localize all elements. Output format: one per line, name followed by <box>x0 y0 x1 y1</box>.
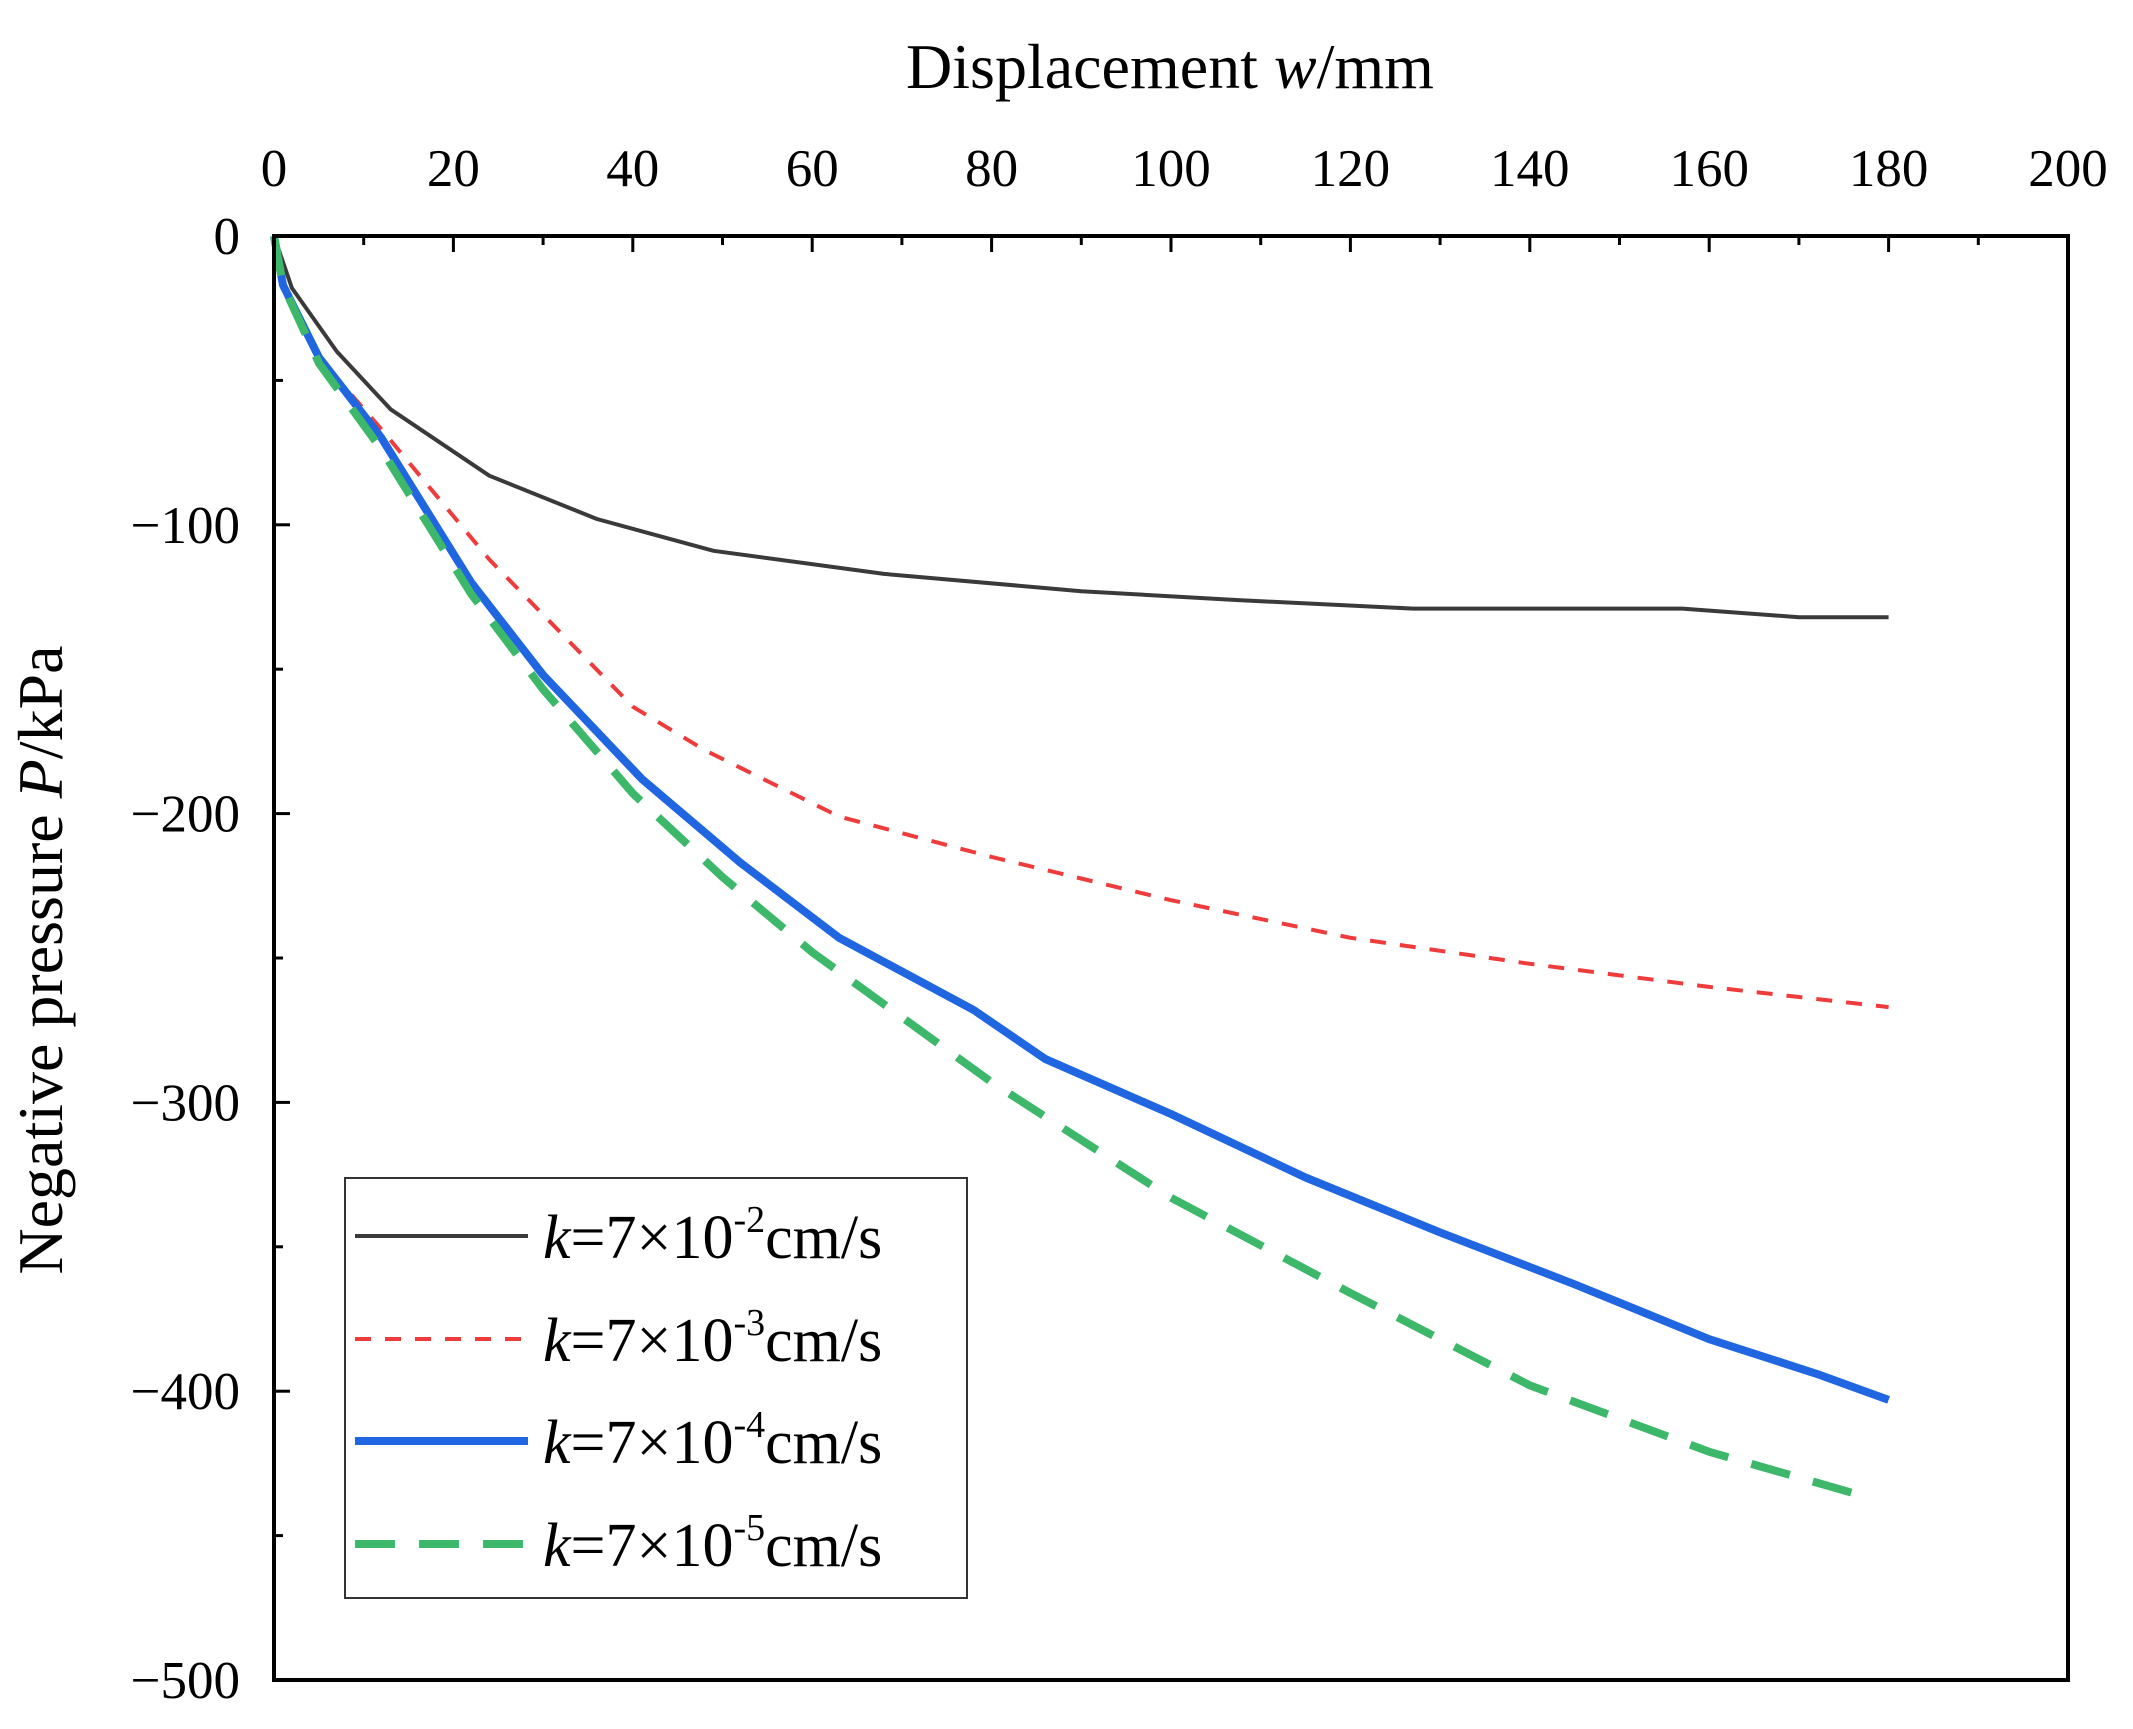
series-line-1 <box>272 235 1889 620</box>
y-tick-label: −300 <box>131 1074 240 1132</box>
series-line-4 <box>270 235 1872 1502</box>
x-tick-label: 180 <box>1849 140 1929 198</box>
y-tick-label: −200 <box>131 786 240 844</box>
x-tick-label: 0 <box>261 140 288 198</box>
series-line-2 <box>272 235 1889 1010</box>
x-tick-label: 140 <box>1490 140 1570 198</box>
legend-box <box>344 1177 968 1599</box>
y-tick-label: 0 <box>214 208 241 266</box>
x-tick-label: 60 <box>786 140 839 198</box>
legend-entries: k=7×10-2cm/s k=7×10-3cm/s k=7×10-4cm/s k=7×… <box>355 1199 882 1580</box>
legend: k=7×10-2cm/s k=7×10-3cm/s k=7×10-4cm/s k=7×… <box>344 1177 968 1599</box>
x-tick-label: 200 <box>2028 140 2108 198</box>
x-tick-labels: 0 20 40 60 80 100 120 140 160 180 200 <box>261 140 2108 198</box>
x-tick-label: 100 <box>1131 140 1211 198</box>
y-tick-label: −400 <box>131 1363 240 1421</box>
y-axis-title: Negative pressure P/kPa <box>5 645 76 1274</box>
x-tick-label: 80 <box>965 140 1018 198</box>
x-tick-label: 160 <box>1669 140 1749 198</box>
series-layer <box>270 235 1890 1502</box>
x-tick-label: 20 <box>427 140 480 198</box>
plot-frame <box>272 234 2070 1682</box>
x-tick-label: 40 <box>606 140 659 198</box>
y-tick-label: −100 <box>131 497 240 555</box>
legend-label-4: k=7×10-5cm/s <box>543 1507 882 1580</box>
x-axis-title: Displacement w/mm <box>906 31 1434 102</box>
legend-label-1: k=7×10-2cm/s <box>543 1199 882 1272</box>
x-tick-label: 120 <box>1311 140 1391 198</box>
legend-label-3: k=7×10-4cm/s <box>543 1404 882 1477</box>
series-line-3 <box>270 235 1890 1404</box>
y-tick-labels: 0 −100 −200 −300 −400 −500 <box>131 208 240 1710</box>
legend-label-2: k=7×10-3cm/s <box>543 1302 882 1375</box>
y-tick-label: −500 <box>131 1652 240 1710</box>
